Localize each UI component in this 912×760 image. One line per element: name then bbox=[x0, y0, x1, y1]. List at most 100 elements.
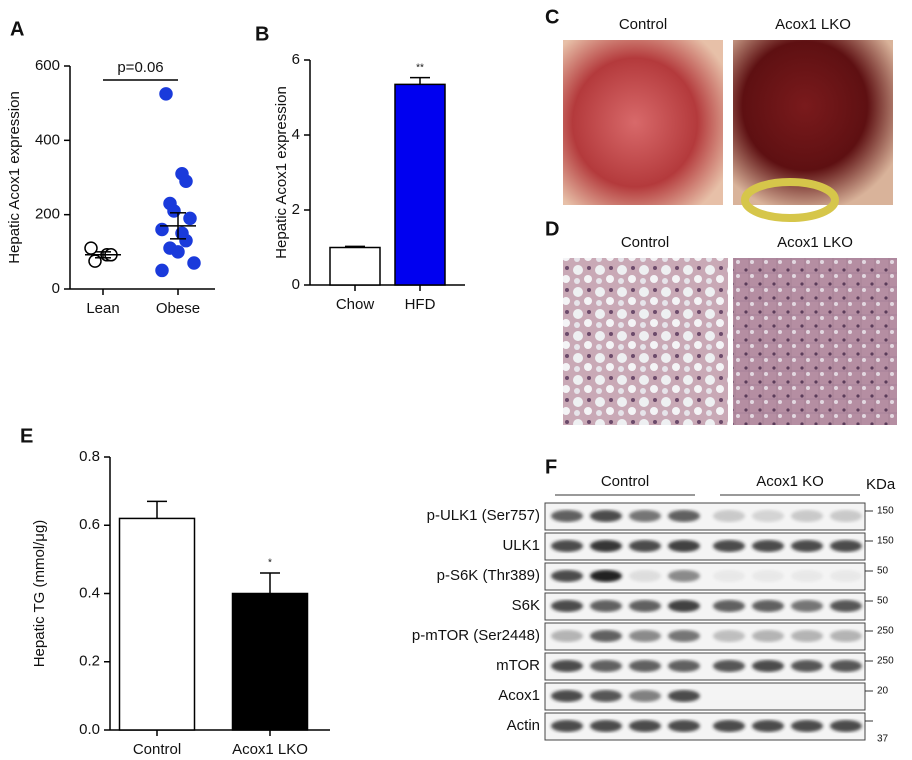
row-label: p-S6K (Thr389) bbox=[437, 567, 540, 584]
blot-band bbox=[629, 630, 661, 642]
blot-band bbox=[629, 570, 661, 582]
data-point bbox=[88, 254, 102, 268]
blot-band bbox=[668, 570, 700, 582]
photo-label: Acox1 LKO bbox=[777, 234, 853, 251]
y-tick-label: 0.4 bbox=[79, 584, 100, 601]
blot-band bbox=[830, 540, 862, 552]
y-axis-label: Hepatic Acox1 expression bbox=[6, 91, 23, 264]
blot-band bbox=[791, 510, 823, 522]
blot-band bbox=[713, 600, 745, 612]
blot-band bbox=[629, 600, 661, 612]
panel-letter: B bbox=[255, 23, 269, 45]
y-tick-label: 200 bbox=[35, 206, 60, 223]
marker-label: 250 bbox=[877, 626, 894, 637]
blot-band bbox=[551, 570, 583, 582]
unit-label: KDa bbox=[866, 476, 896, 493]
blot-band bbox=[791, 660, 823, 672]
row-label: S6K bbox=[512, 597, 540, 614]
data-point bbox=[155, 263, 169, 278]
x-tick-label: Obese bbox=[156, 300, 200, 317]
data-point bbox=[183, 211, 197, 226]
blot-band bbox=[590, 630, 622, 642]
photo-label: Acox1 LKO bbox=[775, 16, 851, 33]
bar bbox=[231, 592, 309, 731]
row-label: p-mTOR (Ser2448) bbox=[412, 627, 540, 644]
marker-label: 20 bbox=[877, 686, 889, 697]
y-tick-label: 2 bbox=[292, 201, 300, 218]
marker-label: 150 bbox=[877, 506, 894, 517]
bar bbox=[394, 83, 446, 286]
y-tick-label: 4 bbox=[292, 126, 300, 143]
blot-band bbox=[713, 660, 745, 672]
blot-band bbox=[752, 540, 784, 552]
blot-band bbox=[551, 540, 583, 552]
marker-label: 50 bbox=[877, 596, 889, 607]
photo-lko bbox=[733, 40, 893, 205]
panel-letter: F bbox=[545, 456, 557, 478]
data-point bbox=[179, 233, 193, 248]
photos-c bbox=[563, 40, 897, 425]
blot-band bbox=[791, 570, 823, 582]
marker-label: 150 bbox=[877, 536, 894, 547]
y-tick-label: 0 bbox=[292, 276, 300, 293]
blot-band bbox=[551, 660, 583, 672]
y-tick-label: 0.6 bbox=[79, 516, 100, 533]
blot-band bbox=[590, 720, 622, 732]
x-tick-label: Acox1 LKO bbox=[232, 741, 308, 758]
photo-detail bbox=[741, 178, 839, 222]
panel-letter: C bbox=[545, 6, 559, 28]
panel-letter: A bbox=[10, 18, 24, 40]
blot-band bbox=[791, 540, 823, 552]
y-tick-label: 6 bbox=[292, 51, 300, 68]
data-point bbox=[187, 256, 201, 270]
blot-band bbox=[752, 660, 784, 672]
row-label: p-ULK1 (Ser757) bbox=[427, 507, 540, 524]
x-tick-label: Lean bbox=[86, 300, 119, 317]
blot-band bbox=[830, 600, 862, 612]
blot-band bbox=[668, 660, 700, 672]
blot-band bbox=[752, 570, 784, 582]
blot-band bbox=[629, 540, 661, 552]
y-tick-label: 0.0 bbox=[79, 721, 100, 738]
blot-band bbox=[713, 720, 745, 732]
blot-band bbox=[551, 630, 583, 642]
blot-band bbox=[752, 720, 784, 732]
blot-band bbox=[830, 630, 862, 642]
annotation: p=0.06 bbox=[117, 59, 163, 76]
histology-control bbox=[563, 258, 728, 425]
photo-label: Control bbox=[619, 16, 667, 33]
blot-band bbox=[590, 690, 622, 702]
blot-band bbox=[668, 510, 700, 522]
blot-band bbox=[629, 660, 661, 672]
marker-label: 250 bbox=[877, 656, 894, 667]
x-tick-label: Chow bbox=[336, 296, 375, 313]
panel-letter: E bbox=[20, 425, 33, 447]
bar bbox=[329, 246, 381, 286]
blot-band bbox=[668, 720, 700, 732]
row-label: mTOR bbox=[496, 657, 540, 674]
x-tick-label: HFD bbox=[405, 296, 436, 313]
y-tick-label: 400 bbox=[35, 131, 60, 148]
blot-band bbox=[752, 600, 784, 612]
row-label: ULK1 bbox=[502, 537, 540, 554]
x-tick-label: Control bbox=[133, 741, 181, 758]
blot-band bbox=[629, 720, 661, 732]
blot-band bbox=[551, 690, 583, 702]
data-point bbox=[179, 174, 193, 188]
y-axis-label: Hepatic Acox1 expression bbox=[273, 86, 290, 259]
bar bbox=[118, 517, 196, 731]
blot-band bbox=[830, 570, 862, 582]
blot-band bbox=[668, 600, 700, 612]
blot-band bbox=[791, 600, 823, 612]
blot-band bbox=[713, 630, 745, 642]
panel-letter: D bbox=[545, 218, 559, 240]
photo-label: Control bbox=[621, 234, 669, 251]
group-label: Acox1 KO bbox=[756, 473, 824, 490]
blot-band bbox=[590, 540, 622, 552]
blot-band bbox=[668, 540, 700, 552]
y-tick-label: 0.8 bbox=[79, 448, 100, 465]
blot-band bbox=[551, 510, 583, 522]
blot-band bbox=[590, 660, 622, 672]
annotation: ** bbox=[416, 62, 424, 73]
